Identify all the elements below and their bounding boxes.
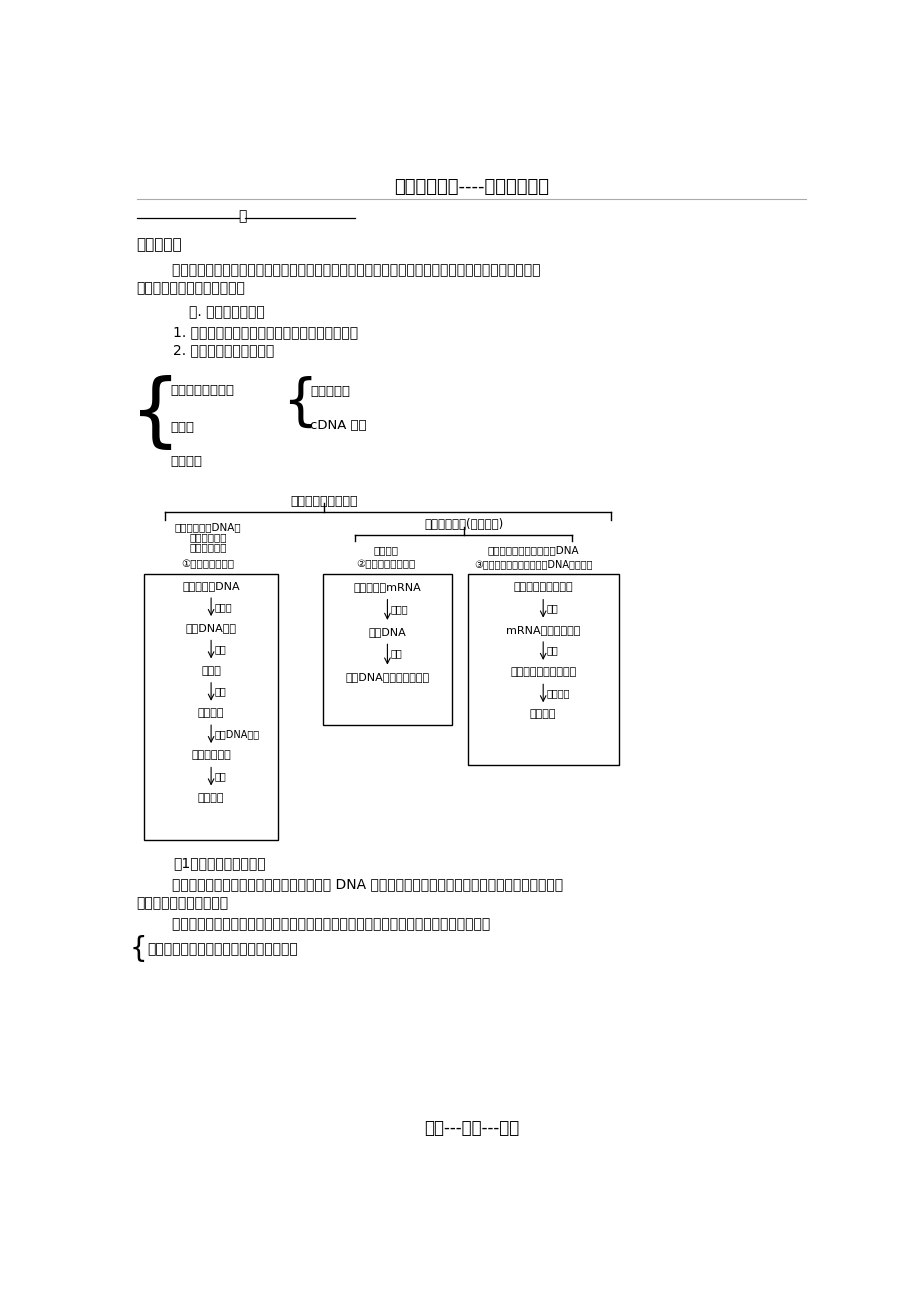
Text: ②反转录法的过程：: ②反转录法的过程： [357,560,415,569]
Text: 人工合成: 人工合成 [171,454,202,467]
Text: 许多DNA片段: 许多DNA片段 [186,624,236,633]
Text: {: { [130,375,181,453]
Text: 目的基因: 目的基因 [198,793,224,802]
Text: 导入: 导入 [214,686,226,697]
Text: 载入: 载入 [214,644,226,654]
Text: 方法：鸟枪法: 方法：鸟枪法 [189,543,226,552]
Text: 双链DNA（即目的基因）: 双链DNA（即目的基因） [345,672,429,682]
Text: 一. 目的基因的获取: 一. 目的基因的获取 [188,305,264,319]
Text: 化学合成: 化学合成 [546,687,569,698]
Text: 基因组文库：含有一种生物的所有基因。: 基因组文库：含有一种生物的所有基因。 [147,943,298,957]
Text: 从供体细胞的DNA中: 从供体细胞的DNA中 [175,522,241,533]
Text: 鸟枪法: 鸟枪法 [171,421,195,434]
Text: 目的基因: 目的基因 [529,710,556,720]
Text: 运载体: 运载体 [201,665,221,676]
Text: 专心---专注---专业: 专心---专注---专业 [424,1118,518,1137]
Text: （1）从基因文库中获取: （1）从基因文库中获取 [173,857,266,870]
Text: 单链DNA: 单链DNA [369,628,406,637]
Bar [467,574,618,764]
Text: 推测: 推测 [546,603,558,613]
Bar [144,574,278,840]
Text: 反转录: 反转录 [390,604,408,615]
Text: 限制酶: 限制酶 [214,602,232,612]
Text: 根据已知氨基酸序列合成DNA: 根据已知氨基酸序列合成DNA [487,546,579,556]
Text: ③根据已知氨基酸序列合成DNA的过程：: ③根据已知氨基酸序列合成DNA的过程： [473,560,592,569]
Text: 2. 目的基因的获取方法：: 2. 目的基因的获取方法： [173,344,274,357]
Text: {: { [130,935,147,963]
Text: 结构基因的核苷酸序列: 结构基因的核苷酸序列 [509,667,575,677]
Text: 外源DNA扩增: 外源DNA扩增 [214,729,259,738]
Text: 新课教学：: 新课教学： [137,237,182,253]
Text: 胞；目的基因的检测与鉴定。: 胞；目的基因的检测与鉴定。 [137,281,245,296]
Bar [323,574,451,724]
Text: 构建基因文库的目的：为了在不知目的基因序列的情况下，便于获得所需的目的基因。: 构建基因文库的目的：为了在不知目的基因序列的情况下，便于获得所需的目的基因。 [137,918,490,932]
Text: 从基因文库中获取: 从基因文库中获取 [171,384,234,397]
Text: 、: 、 [238,210,247,224]
Text: 目的基因的mRNA: 目的基因的mRNA [353,582,421,592]
Text: 合成: 合成 [390,648,402,659]
Text: 人工合成基因(真核细胞): 人工合成基因(真核细胞) [424,518,503,531]
Text: 反转录法: 反转录法 [373,546,398,556]
Text: 这种生物的不同的基因。: 这种生物的不同的基因。 [137,896,229,910]
Text: 基因文库：将含有某种生物不同基因的许多 DNA 片段，导入受体菌的群体储存，各个受体菌分别含有: 基因文库：将含有某种生物不同基因的许多 DNA 片段，导入受体菌的群体储存，各个… [137,878,562,892]
Text: ①鸟枪法的过程：: ①鸟枪法的过程： [181,560,234,569]
Text: {: { [281,376,317,430]
Text: 直接分离基因: 直接分离基因 [189,533,226,543]
Text: mRNA的核苷酸序列: mRNA的核苷酸序列 [505,625,580,635]
Text: 分离: 分离 [214,771,226,781]
Text: 蛋白质的氨基酸序列: 蛋白质的氨基酸序列 [513,582,573,592]
Text: 推测: 推测 [546,646,558,656]
Text: 基因工程的基本操作步骤主要包括：目的基因的获取；基因表达载体的构建；将目的基因导入受体细: 基因工程的基本操作步骤主要包括：目的基因的获取；基因表达载体的构建；将目的基因导… [137,263,539,277]
Text: 基因组文库: 基因组文库 [310,384,350,397]
Text: 1. 目的基因：主要是指编码蛋白质的结构基因。: 1. 目的基因：主要是指编码蛋白质的结构基因。 [173,324,357,339]
Text: 产生特定性状: 产生特定性状 [191,750,231,760]
Text: 精选优质文档----倾情为你奉上: 精选优质文档----倾情为你奉上 [393,178,549,197]
Text: 供体细胞中DNA: 供体细胞中DNA [182,581,240,591]
Text: 受体细胞: 受体细胞 [198,708,224,717]
Text: cDNA 文库: cDNA 文库 [310,419,367,432]
Text: 提取目的基因的途径: 提取目的基因的途径 [290,495,357,508]
